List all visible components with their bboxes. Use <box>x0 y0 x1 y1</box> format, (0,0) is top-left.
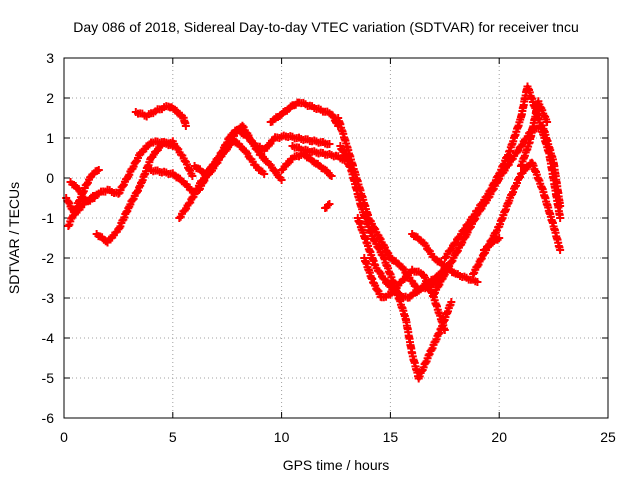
y-tick-label: -4 <box>42 330 55 346</box>
axis-ticks: 0 5 10 15 20 25 -6 -5 -4 -3 -2 -1 0 1 2 3 <box>42 50 616 445</box>
series-track-3 <box>66 178 99 206</box>
data-point <box>175 214 184 222</box>
y-tick-label: -3 <box>42 290 55 306</box>
y-tick-label: -2 <box>42 250 55 266</box>
data-point <box>283 159 292 168</box>
data-point <box>82 180 91 189</box>
data-point <box>90 194 99 202</box>
series-track-23 <box>516 97 552 170</box>
y-tick-label: 2 <box>46 90 54 106</box>
data-point <box>512 148 521 157</box>
data-point <box>469 270 478 278</box>
y-axis-label: SDTVAR / TECUs <box>6 182 22 294</box>
series-track-9 <box>194 121 334 194</box>
data-point <box>324 201 333 210</box>
x-tick-label: 20 <box>491 429 507 445</box>
data-point <box>181 122 190 130</box>
x-tick-label: 10 <box>274 429 290 445</box>
y-tick-label: 0 <box>46 170 54 186</box>
data-points <box>62 82 565 383</box>
data-point <box>440 254 449 262</box>
y-tick-label: -1 <box>42 210 55 226</box>
data-point <box>447 298 456 306</box>
data-point <box>495 234 504 242</box>
data-point <box>325 200 334 208</box>
series-track-20 <box>440 82 565 262</box>
series-track-15 <box>336 142 456 383</box>
data-point <box>447 258 456 267</box>
series-track-11 <box>277 149 336 180</box>
series-track-22 <box>479 234 504 254</box>
x-tick-label: 5 <box>169 429 177 445</box>
data-point <box>94 166 103 174</box>
data-point <box>556 246 565 254</box>
data-point <box>463 220 472 229</box>
data-point <box>459 226 468 235</box>
data-point <box>213 154 222 163</box>
series-track-4 <box>92 137 197 247</box>
series-track-6 <box>147 166 199 198</box>
data-point <box>185 165 194 174</box>
series-track-10 <box>266 98 343 130</box>
data-point <box>277 176 286 184</box>
series-track-12 <box>288 142 349 164</box>
y-tick-label: 3 <box>46 50 54 66</box>
data-point <box>132 188 141 197</box>
y-tick-label: -5 <box>42 370 55 386</box>
plot-frame <box>63 57 609 419</box>
x-tick-label: 15 <box>383 429 399 445</box>
y-tick-label: 1 <box>46 130 54 146</box>
data-point <box>440 326 449 334</box>
series-track-21 <box>469 158 565 278</box>
series-track-5 <box>131 102 190 130</box>
grid <box>64 58 608 418</box>
data-point <box>452 248 461 257</box>
data-point <box>188 172 197 180</box>
data-point <box>374 243 383 252</box>
data-point <box>400 275 409 284</box>
data-point <box>325 140 334 148</box>
x-axis-label: GPS time / hours <box>283 457 390 473</box>
data-point <box>556 214 565 222</box>
data-point <box>543 118 552 126</box>
data-point <box>194 186 203 194</box>
x-tick-label: 25 <box>600 429 616 445</box>
y-tick-label: -6 <box>42 410 55 426</box>
data-point <box>238 121 247 130</box>
series-track-13 <box>321 200 334 212</box>
data-point <box>260 170 269 178</box>
data-point <box>473 278 482 286</box>
chart-title: Day 086 of 2018, Sidereal Day-to-day VTE… <box>73 19 579 35</box>
data-point <box>327 172 336 180</box>
series-track-14 <box>334 114 451 295</box>
data-point <box>217 148 226 157</box>
series-track-18 <box>408 230 482 286</box>
data-point <box>118 182 127 191</box>
data-point <box>64 197 73 206</box>
data-point <box>429 290 438 298</box>
data-point <box>172 143 181 152</box>
x-tick-label: 0 <box>60 429 68 445</box>
